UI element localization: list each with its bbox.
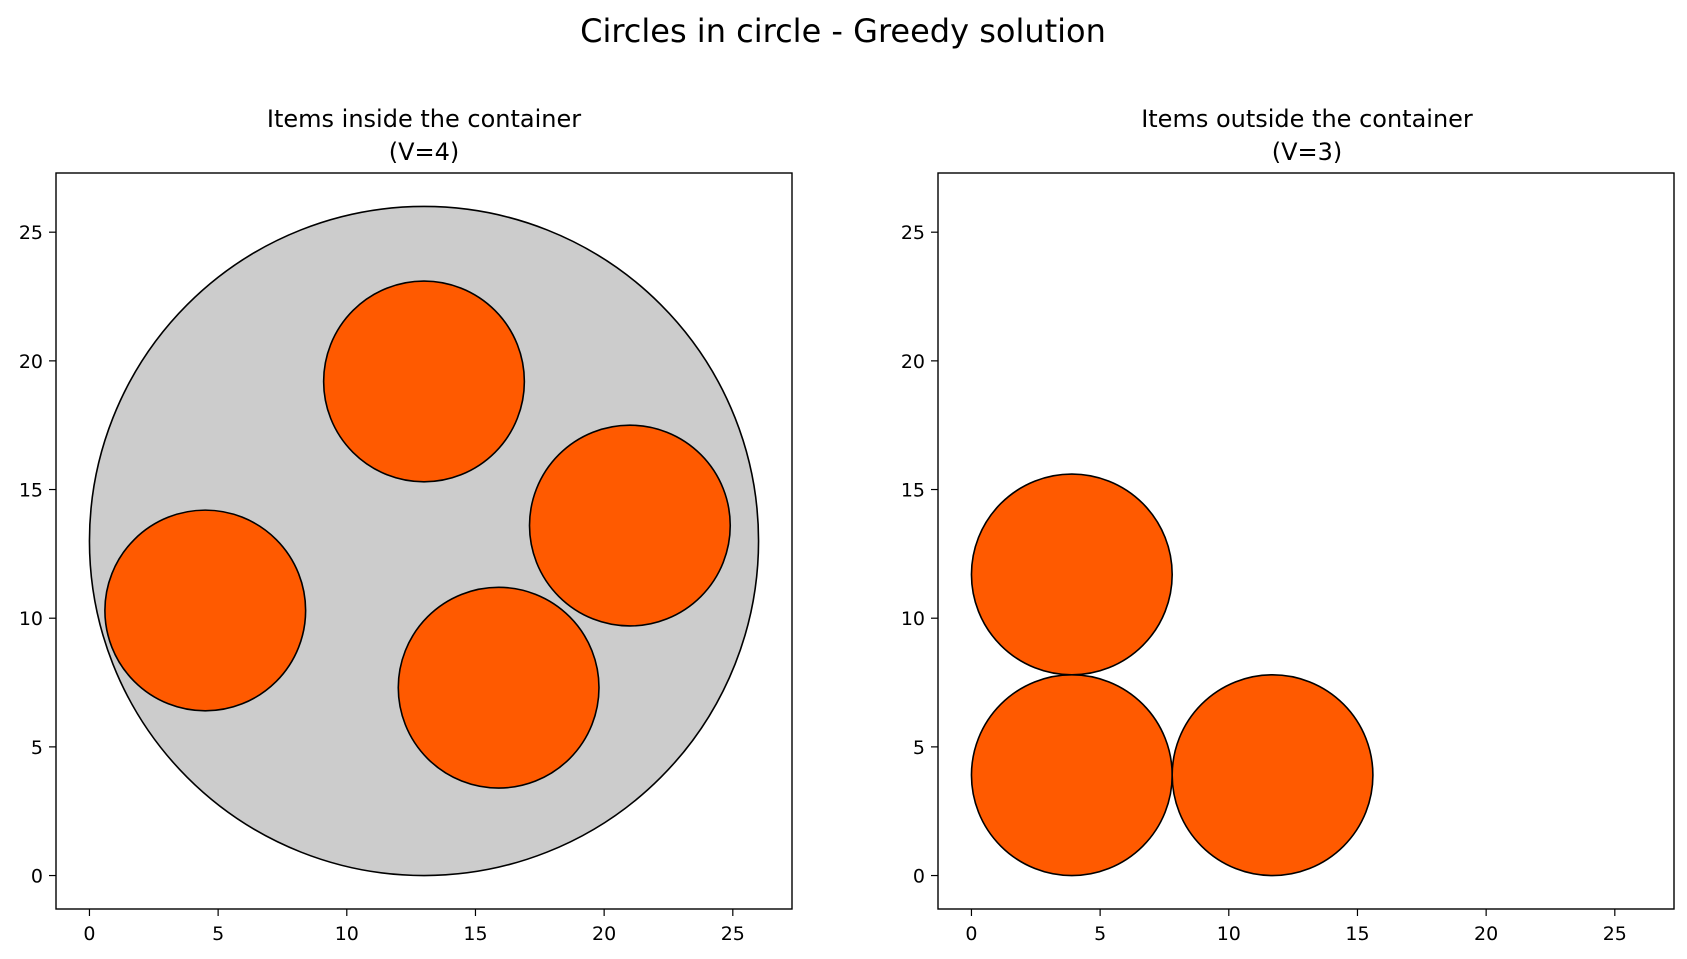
x-tick-label-inside: 15 xyxy=(463,923,487,945)
x-tick-label-outside: 20 xyxy=(1474,923,1498,945)
y-tick-label-outside: 15 xyxy=(901,480,925,502)
y-tick-label-outside: 25 xyxy=(901,222,925,244)
y-tick-label-inside: 0 xyxy=(31,866,43,888)
x-tick-label-outside: 0 xyxy=(965,923,977,945)
item-circle-inside-2 xyxy=(528,424,732,627)
item-circle-outside-3 xyxy=(1171,674,1374,877)
plot-area-inside: 0 5 10 15 20 25 0 5 10 15 20 25 xyxy=(19,172,793,945)
x-tick-label-inside: 10 xyxy=(335,923,359,945)
y-tick-label-inside: 5 xyxy=(31,737,43,759)
x-tick-label-outside: 15 xyxy=(1345,923,1369,945)
subplot-outside-title-line1: Items outside the container xyxy=(1141,105,1473,133)
item-circle-outside-1 xyxy=(970,473,1173,676)
subplot-outside-title-line2: (V=3) xyxy=(1272,138,1343,166)
figure-title: Circles in circle - Greedy solution xyxy=(580,12,1106,50)
x-tick-label-inside: 5 xyxy=(212,923,224,945)
item-circle-inside-1 xyxy=(322,280,526,483)
item-circle-inside-3 xyxy=(104,509,307,712)
axes-frame-outside xyxy=(937,172,1675,910)
x-tick-label-outside: 25 xyxy=(1603,923,1627,945)
x-tick-label-inside: 25 xyxy=(721,923,745,945)
axes-frame-inside xyxy=(55,172,793,910)
item-circle-outside-2 xyxy=(970,674,1173,877)
subplot-inside-title-line1: Items inside the container xyxy=(267,105,581,133)
x-tick-label-outside: 5 xyxy=(1094,923,1106,945)
y-tick-label-inside: 15 xyxy=(19,480,43,502)
subplot-inside: Items inside the container (V=4) 0 5 10 15 2… xyxy=(19,105,793,945)
y-tick-label-inside: 10 xyxy=(19,608,43,630)
y-tick-label-outside: 5 xyxy=(913,737,925,759)
x-tick-label-inside: 0 xyxy=(83,923,95,945)
y-tick-label-outside: 20 xyxy=(901,351,925,373)
y-tick-label-inside: 25 xyxy=(19,222,43,244)
x-tick-label-inside: 20 xyxy=(592,923,616,945)
y-tick-label-outside: 0 xyxy=(913,866,925,888)
x-tick-label-outside: 10 xyxy=(1217,923,1241,945)
subplot-inside-title-line2: (V=4) xyxy=(389,138,460,166)
subplot-outside: Items outside the container (V=3) 0 5 10 15… xyxy=(901,105,1675,945)
plot-area-outside: 0 5 10 15 20 25 0 5 10 15 20 25 xyxy=(901,172,1675,945)
item-circle-inside-4 xyxy=(397,586,600,789)
y-tick-label-outside: 10 xyxy=(901,608,925,630)
y-tick-label-inside: 20 xyxy=(19,351,43,373)
